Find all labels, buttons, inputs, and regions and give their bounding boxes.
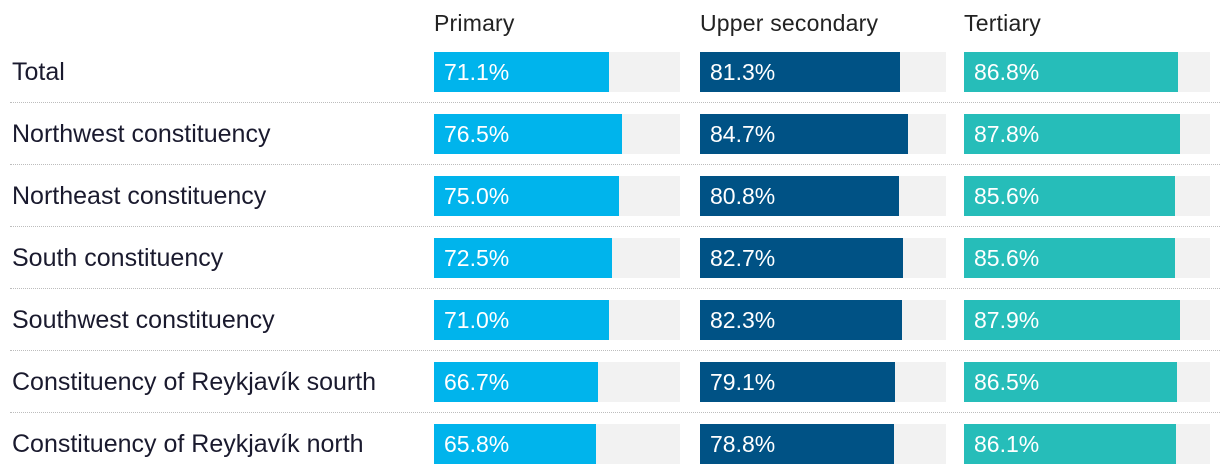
bar bbox=[700, 300, 903, 340]
bar bbox=[434, 300, 609, 340]
data-label: 86.5% bbox=[974, 369, 1040, 395]
bar-track: 87.9% bbox=[964, 300, 1210, 340]
row-divider bbox=[10, 102, 1220, 103]
data-label: 86.1% bbox=[974, 431, 1040, 457]
bar bbox=[700, 238, 904, 278]
row-divider bbox=[10, 164, 1220, 165]
data-label: 71.1% bbox=[444, 59, 510, 85]
bar-track: 78.8% bbox=[700, 424, 946, 464]
column-header-3: Tertiary bbox=[964, 10, 1042, 36]
bar bbox=[700, 176, 899, 216]
bar bbox=[434, 52, 609, 92]
bar bbox=[434, 424, 596, 464]
data-label: 87.8% bbox=[974, 121, 1040, 147]
data-label: 85.6% bbox=[974, 245, 1040, 271]
bar bbox=[434, 362, 599, 402]
bar-track: 82.7% bbox=[700, 238, 946, 278]
bar-track: 87.8% bbox=[964, 114, 1210, 154]
bar-track: 86.5% bbox=[964, 362, 1210, 402]
row-divider bbox=[10, 350, 1220, 351]
bar bbox=[700, 52, 900, 92]
data-label: 79.1% bbox=[710, 369, 776, 395]
bar-track: 71.1% bbox=[434, 52, 680, 92]
bar-track: 85.6% bbox=[964, 176, 1210, 216]
data-label: 78.8% bbox=[710, 431, 776, 457]
bar-track: 75.0% bbox=[434, 176, 680, 216]
row-label: Northeast constituency bbox=[12, 182, 267, 210]
bar bbox=[434, 238, 613, 278]
data-label: 71.0% bbox=[444, 307, 510, 333]
row-label: Northwest constituency bbox=[12, 120, 271, 148]
bar bbox=[700, 114, 909, 154]
bar-track: 76.5% bbox=[434, 114, 680, 154]
row-label: Total bbox=[12, 58, 65, 86]
data-label: 81.3% bbox=[710, 59, 776, 85]
data-label: 84.7% bbox=[710, 121, 776, 147]
row-label: Southwest constituency bbox=[12, 306, 275, 334]
bar-track: 84.7% bbox=[700, 114, 946, 154]
row-divider bbox=[10, 288, 1220, 289]
data-label: 75.0% bbox=[444, 183, 510, 209]
bar bbox=[964, 176, 1175, 216]
data-label: 85.6% bbox=[974, 183, 1040, 209]
bar bbox=[700, 424, 894, 464]
bar-track: 81.3% bbox=[700, 52, 946, 92]
row-divider bbox=[10, 226, 1220, 227]
bar bbox=[964, 114, 1180, 154]
bar-track: 86.1% bbox=[964, 424, 1210, 464]
data-label: 76.5% bbox=[444, 121, 510, 147]
row-divider bbox=[10, 412, 1220, 413]
data-label: 87.9% bbox=[974, 307, 1040, 333]
data-label: 80.8% bbox=[710, 183, 776, 209]
bar-track: 65.8% bbox=[434, 424, 680, 464]
bar bbox=[964, 300, 1181, 340]
bar-track: 85.6% bbox=[964, 238, 1210, 278]
bar-track: 71.0% bbox=[434, 300, 680, 340]
bar-track: 72.5% bbox=[434, 238, 680, 278]
bar bbox=[964, 424, 1176, 464]
bar-track: 86.8% bbox=[964, 52, 1210, 92]
bar-track: 82.3% bbox=[700, 300, 946, 340]
bar bbox=[700, 362, 895, 402]
data-label: 82.3% bbox=[710, 307, 776, 333]
row-label: Constituency of Reykjavík north bbox=[12, 430, 364, 458]
data-label: 66.7% bbox=[444, 369, 510, 395]
data-label: 72.5% bbox=[444, 245, 510, 271]
bar bbox=[964, 362, 1177, 402]
bar bbox=[964, 238, 1175, 278]
data-label: 82.7% bbox=[710, 245, 776, 271]
data-label: 86.8% bbox=[974, 59, 1040, 85]
data-label: 65.8% bbox=[444, 431, 510, 457]
bar-track: 80.8% bbox=[700, 176, 946, 216]
bar bbox=[434, 176, 619, 216]
column-header-1: Primary bbox=[434, 10, 515, 36]
row-label: Constituency of Reykjavík sourth bbox=[12, 368, 377, 396]
bar bbox=[434, 114, 623, 154]
bar-track: 79.1% bbox=[700, 362, 946, 402]
row-label: South constituency bbox=[12, 244, 224, 272]
bar-track: 66.7% bbox=[434, 362, 680, 402]
bar bbox=[964, 52, 1178, 92]
column-header-2: Upper secondary bbox=[700, 10, 879, 36]
